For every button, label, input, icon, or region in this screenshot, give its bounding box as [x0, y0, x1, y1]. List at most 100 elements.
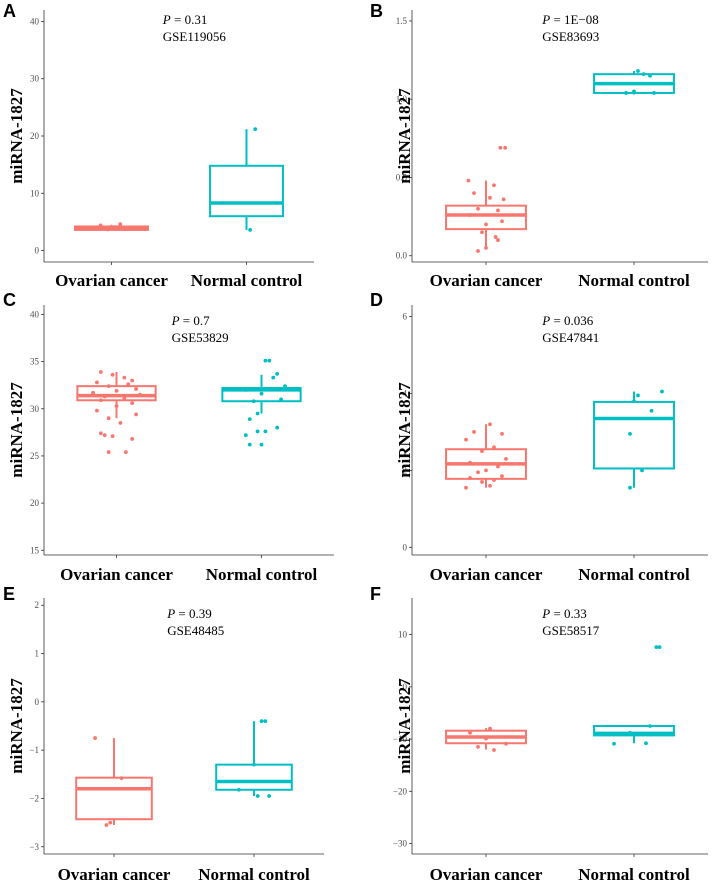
- data-point: [102, 433, 107, 438]
- y-axis-label: miRNA-1827: [7, 382, 26, 478]
- y-tick-label: 1.0: [396, 94, 408, 104]
- y-axis-label: miRNA-1827: [7, 88, 26, 184]
- category-label: Normal control: [578, 271, 690, 290]
- data-point: [263, 719, 268, 724]
- data-point: [484, 222, 488, 227]
- data-point: [106, 416, 111, 421]
- data-point: [484, 468, 488, 473]
- panel-d: D 0 2 4 6 miRNA-1827 Ovarian cancer Normal cont…: [370, 290, 708, 584]
- data-point: [648, 73, 652, 78]
- panel-f: F −30 −20 −10 0 10 miRNA-1827 Ovarian cancer Nor…: [370, 584, 708, 884]
- dataset-label: GSE83693: [542, 29, 599, 44]
- p-symbol: P: [541, 606, 550, 621]
- data-point: [126, 382, 131, 387]
- data-point: [480, 480, 484, 484]
- data-point: [472, 430, 476, 434]
- y-tick-label: 0: [403, 542, 408, 552]
- y-axis-label: miRNA-1827: [395, 678, 414, 774]
- data-point: [130, 378, 135, 383]
- data-point: [468, 476, 472, 480]
- data-point: [632, 399, 636, 404]
- panel-letter: F: [370, 584, 381, 604]
- panel-letter: E: [3, 584, 15, 604]
- box-normal-control: [215, 763, 293, 791]
- data-point: [255, 429, 260, 434]
- y-tick-label: −20: [393, 786, 408, 796]
- data-point: [660, 389, 664, 394]
- data-point: [644, 741, 648, 746]
- y-axis-label: miRNA-1827: [395, 382, 414, 478]
- p-value: = 1E−08: [550, 12, 599, 27]
- data-point: [476, 744, 480, 749]
- data-point: [251, 399, 256, 404]
- y-tick-label: −1: [29, 745, 39, 755]
- p-symbol: P: [162, 12, 171, 27]
- y-tick-label: 30: [30, 404, 40, 414]
- data-point: [498, 145, 503, 150]
- data-point: [624, 91, 628, 95]
- data-point: [628, 431, 632, 436]
- dataset-label: GSE58517: [542, 623, 600, 638]
- data-point: [468, 213, 472, 217]
- y-tick-label: −30: [393, 839, 408, 849]
- y-tick-label: 0.5: [396, 172, 408, 182]
- y-tick-label: 40: [30, 309, 40, 319]
- dataset-label: GSE119056: [163, 29, 227, 44]
- box-normal-control: [209, 164, 284, 218]
- data-point: [123, 450, 128, 455]
- box-ovarian-cancer: [75, 776, 153, 821]
- data-point: [476, 249, 480, 253]
- p-value: = 0.036: [550, 313, 594, 328]
- p-value-label: P = 0.31: [162, 12, 208, 27]
- p-value: = 0.7: [180, 313, 211, 328]
- y-tick-label: 10: [30, 188, 40, 198]
- data-point: [492, 478, 496, 482]
- data-point: [496, 464, 500, 469]
- data-point: [104, 823, 109, 827]
- data-point: [501, 197, 506, 202]
- y-tick-label: 0.0: [396, 251, 408, 261]
- category-label: Normal control: [191, 271, 303, 290]
- data-point: [93, 736, 97, 740]
- data-point: [504, 456, 508, 461]
- y-tick-label: −2: [29, 793, 39, 803]
- data-point: [106, 450, 111, 455]
- data-point: [632, 89, 636, 94]
- data-point: [91, 390, 95, 395]
- category-label: Ovarian cancer: [430, 565, 543, 584]
- data-point: [476, 206, 480, 211]
- p-symbol: P: [166, 606, 175, 621]
- data-point: [110, 372, 115, 377]
- data-point: [612, 741, 616, 746]
- data-point: [95, 380, 99, 385]
- data-point: [271, 375, 276, 380]
- data-point: [472, 191, 476, 196]
- data-point: [248, 228, 253, 232]
- data-point: [108, 820, 113, 825]
- category-label: Ovarian cancer: [60, 565, 173, 584]
- data-point: [464, 485, 468, 490]
- data-point: [484, 246, 488, 250]
- panel-letter: D: [370, 290, 383, 310]
- category-label: Normal control: [206, 565, 318, 584]
- data-point: [102, 394, 107, 399]
- data-point: [98, 398, 103, 403]
- category-label: Ovarian cancer: [58, 865, 171, 884]
- data-point: [130, 401, 135, 406]
- data-point: [279, 397, 283, 402]
- data-point: [504, 741, 508, 746]
- data-point: [480, 449, 484, 454]
- data-point: [496, 208, 500, 213]
- y-tick-label: 35: [30, 357, 40, 367]
- category-label: Normal control: [198, 865, 310, 884]
- y-tick-label: −3: [29, 842, 39, 852]
- data-point: [492, 445, 496, 450]
- y-tick-label: 2: [35, 600, 40, 610]
- category-label: Ovarian cancer: [430, 865, 543, 884]
- data-point: [255, 794, 260, 798]
- box-ovarian-cancer: [76, 385, 157, 402]
- data-point: [496, 238, 500, 242]
- data-point: [122, 226, 127, 231]
